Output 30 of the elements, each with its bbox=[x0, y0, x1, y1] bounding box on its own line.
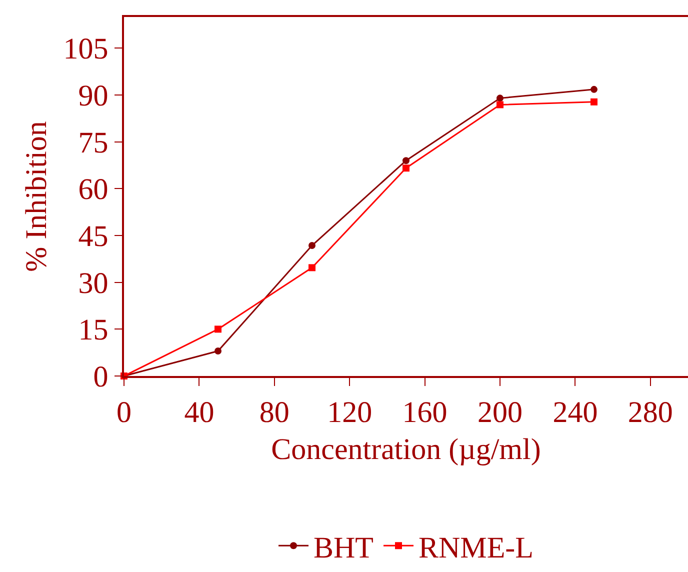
y-tick-label: 45 bbox=[78, 220, 108, 254]
x-tick-label: 160 bbox=[402, 396, 448, 429]
y-axis-title: % Inhibition bbox=[20, 121, 53, 272]
x-tick-label: 120 bbox=[327, 396, 372, 429]
point bbox=[402, 157, 410, 164]
x-tick-label: 0 bbox=[116, 396, 132, 429]
point bbox=[308, 242, 316, 250]
point bbox=[402, 164, 410, 172]
x-tick-label: 80 bbox=[259, 396, 290, 429]
x-tick-label: 280 bbox=[628, 396, 673, 429]
y-tick-label: 15 bbox=[78, 314, 108, 347]
x-tick-label: 240 bbox=[552, 396, 598, 429]
x-tick-label: 200 bbox=[478, 396, 522, 429]
y-tick-label: 0 bbox=[93, 360, 108, 394]
y-tick-label: 30 bbox=[78, 266, 108, 300]
point bbox=[590, 98, 598, 106]
legend-label: BHT bbox=[314, 531, 374, 564]
point bbox=[496, 101, 504, 108]
legend-label: RNME-L bbox=[418, 531, 534, 564]
y-tick-label: 105 bbox=[63, 32, 108, 66]
y-tick-label: 60 bbox=[78, 173, 108, 206]
y-tick-label: 75 bbox=[78, 126, 108, 160]
point bbox=[214, 326, 222, 333]
x-tick-label: 40 bbox=[184, 396, 214, 429]
point bbox=[590, 86, 598, 93]
point bbox=[214, 348, 222, 355]
point bbox=[496, 94, 504, 102]
x-axis-title: Concentration (µg/ml) bbox=[271, 432, 541, 466]
y-tick-label: 90 bbox=[78, 80, 108, 113]
point bbox=[308, 264, 316, 272]
